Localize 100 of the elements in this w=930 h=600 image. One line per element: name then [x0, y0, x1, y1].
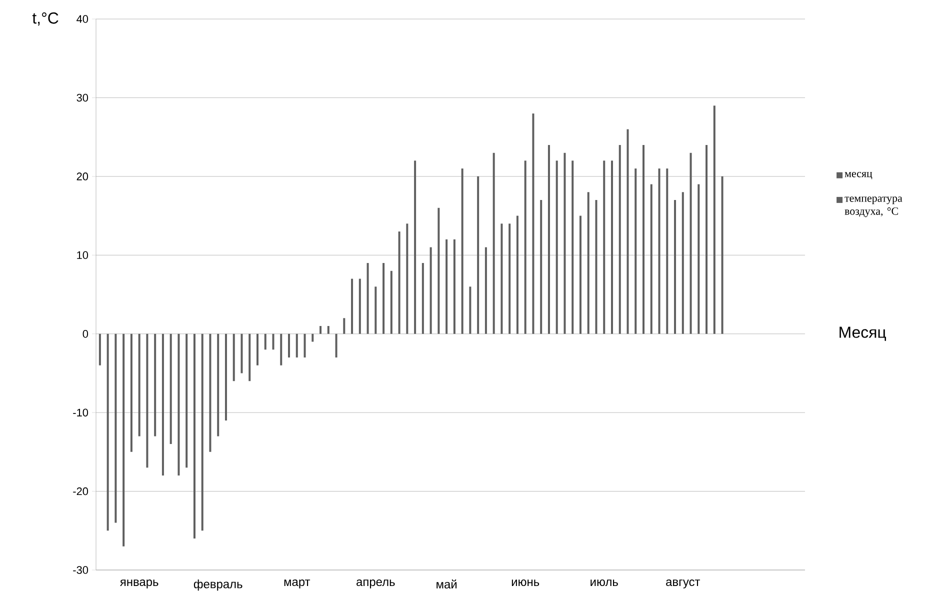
- bar: [453, 239, 456, 334]
- bar: [650, 184, 652, 334]
- bar: [508, 224, 511, 334]
- bar: [304, 334, 306, 358]
- bar: [658, 168, 660, 334]
- bar: [358, 278, 361, 334]
- legend-label: температура воздуха, °C: [844, 196, 902, 218]
- bar: [706, 144, 708, 334]
- bar: [186, 334, 188, 468]
- bar: [170, 334, 172, 444]
- bar: [698, 184, 700, 334]
- bar: [351, 278, 354, 334]
- bar: [327, 326, 330, 334]
- bar: [146, 334, 148, 468]
- bar: [414, 160, 416, 334]
- bar: [256, 334, 258, 366]
- bar: [312, 334, 314, 342]
- bar: [603, 160, 606, 334]
- bar: [492, 152, 495, 334]
- bar: [217, 334, 220, 436]
- bar: [690, 152, 692, 334]
- bar: [390, 270, 392, 334]
- bar: [122, 334, 125, 546]
- bar: [674, 200, 676, 334]
- bar: [272, 334, 274, 350]
- bar: [500, 224, 503, 334]
- bar: [138, 334, 140, 436]
- x-tick-label: июнь: [512, 580, 540, 586]
- bar: [193, 334, 196, 539]
- bar: [572, 160, 574, 334]
- x-tick-label: апрель: [356, 580, 395, 588]
- bar: [296, 334, 298, 358]
- y-tick-label: 40: [76, 15, 88, 23]
- bar: [587, 192, 590, 334]
- bar: [438, 208, 440, 334]
- bar: [106, 334, 109, 531]
- bar: [335, 334, 338, 358]
- bar: [556, 160, 558, 334]
- bar: [374, 286, 377, 334]
- x-axis-title: Месяц: [840, 326, 886, 341]
- bar: [461, 168, 464, 334]
- legend-label: месяц: [844, 172, 872, 180]
- bar: [382, 263, 385, 334]
- bar: [240, 334, 243, 374]
- bar: [398, 232, 400, 334]
- bar: [232, 334, 235, 382]
- bar: [320, 326, 322, 334]
- bar: [618, 144, 621, 334]
- bar: [634, 168, 637, 334]
- bar: [264, 334, 266, 350]
- bar: [224, 334, 227, 420]
- bar: [248, 334, 251, 382]
- bar: [524, 160, 526, 334]
- bar: [430, 247, 432, 334]
- y-axis-title: t,°C: [32, 12, 58, 26]
- bar: [564, 152, 566, 334]
- y-tick-label: 20: [76, 172, 88, 180]
- bar: [666, 168, 668, 334]
- bar: [201, 334, 204, 531]
- x-tick-label: март: [284, 580, 310, 588]
- y-tick-label: 0: [82, 330, 88, 338]
- y-tick-label: 10: [77, 251, 88, 260]
- bar: [154, 334, 156, 436]
- bar: [280, 334, 282, 366]
- x-tick-label: май: [436, 580, 457, 588]
- bar: [540, 200, 542, 334]
- x-tick-label: июль: [590, 580, 618, 586]
- x-tick-label: август: [666, 580, 700, 588]
- bar: [548, 144, 550, 334]
- bar: [626, 129, 629, 334]
- y-tick-label: 30: [76, 94, 88, 102]
- bar: [288, 334, 290, 358]
- bar: [713, 106, 716, 334]
- bar: [178, 334, 180, 476]
- bar: [516, 216, 518, 334]
- bar: [595, 200, 598, 334]
- bar: [162, 334, 164, 476]
- x-tick-label: февраль: [194, 580, 242, 591]
- x-tick-label: январь: [120, 580, 158, 588]
- bar: [422, 263, 424, 334]
- bar: [579, 216, 582, 334]
- bar: [343, 318, 346, 334]
- bar: [469, 286, 472, 334]
- bar: [477, 176, 480, 334]
- bar: [366, 263, 369, 334]
- bar: [130, 334, 132, 452]
- bar: [682, 192, 684, 334]
- bar: [721, 176, 724, 334]
- bar: [610, 160, 613, 334]
- y-tick-label: -20: [73, 487, 88, 496]
- y-tick-label: -30: [73, 566, 88, 574]
- bar: [446, 239, 448, 334]
- bar: [484, 247, 487, 334]
- y-tick-label: -10: [73, 408, 88, 416]
- bar: [406, 224, 408, 334]
- bar: [98, 334, 101, 366]
- bar: [209, 334, 212, 452]
- bar: [532, 113, 534, 334]
- bar: [642, 144, 645, 334]
- bar: [114, 334, 117, 523]
